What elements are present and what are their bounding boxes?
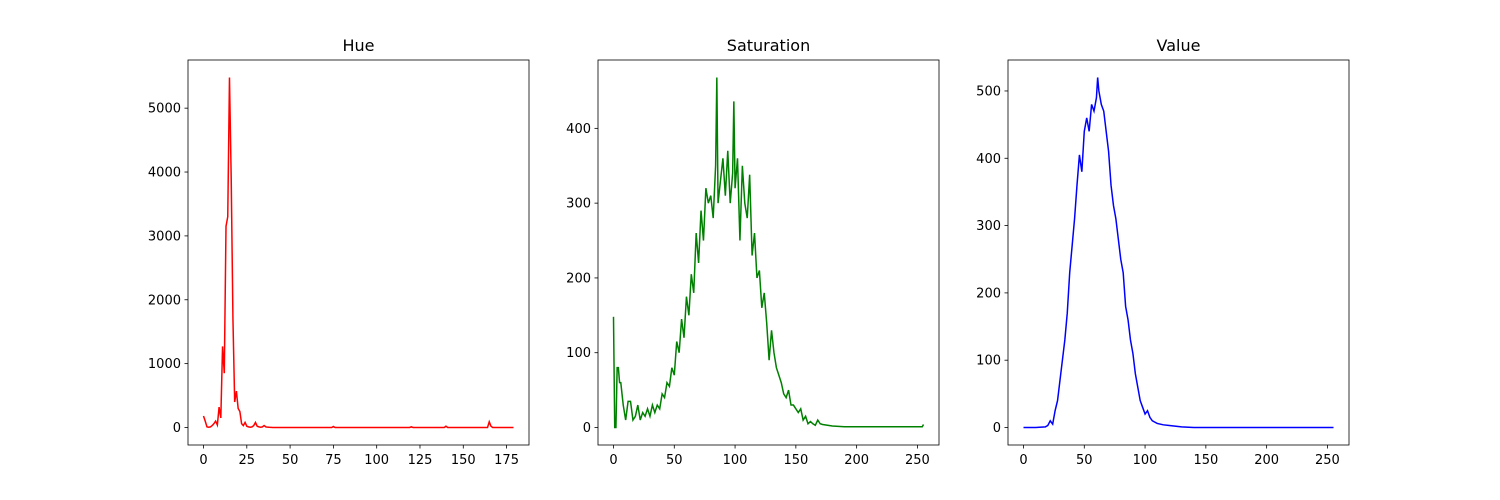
y-tick-label: 5000 [148, 102, 181, 117]
axes-frame [187, 59, 530, 446]
y-tick-label: 500 [976, 84, 1001, 99]
x-tick-label: 50 [666, 453, 683, 468]
subplot-title: Saturation [727, 36, 810, 55]
y-tick-label: 1000 [148, 357, 181, 372]
subplot-title: Hue [342, 36, 374, 55]
x-tick-label: 200 [844, 453, 869, 468]
x-tick-label: 175 [494, 453, 519, 468]
y-tick-label: 200 [976, 286, 1001, 301]
x-tick-label: 125 [408, 453, 433, 468]
y-tick-label: 300 [976, 219, 1001, 234]
x-tick-label: 100 [1133, 453, 1158, 468]
y-tick-label: 3000 [148, 229, 181, 244]
data-line [612, 77, 925, 429]
x-tick-label: 75 [325, 453, 342, 468]
data-line [202, 77, 514, 429]
y-tick-label: 200 [566, 271, 591, 286]
x-tick-label: 25 [239, 453, 256, 468]
y-tick-label: 2000 [148, 293, 181, 308]
x-tick-label: 250 [905, 453, 930, 468]
x-tick-label: 200 [1254, 453, 1279, 468]
x-tick-label: 100 [364, 453, 389, 468]
y-tick-label: 400 [976, 152, 1001, 167]
x-tick-label: 150 [783, 453, 808, 468]
x-tick-label: 0 [609, 453, 617, 468]
y-tick-label: 0 [993, 421, 1001, 436]
y-tick-label: 100 [976, 354, 1001, 369]
x-tick-label: 0 [199, 453, 207, 468]
y-tick-label: 100 [566, 346, 591, 361]
y-tick-label: 400 [566, 122, 591, 137]
y-tick-label: 0 [583, 421, 591, 436]
y-tick-label: 300 [566, 197, 591, 212]
x-tick-label: 250 [1315, 453, 1340, 468]
y-tick-label: 0 [173, 421, 181, 436]
x-tick-label: 50 [1076, 453, 1093, 468]
x-tick-label: 150 [451, 453, 476, 468]
axes-frame [1007, 59, 1350, 446]
x-tick-label: 100 [723, 453, 748, 468]
x-tick-label: 50 [282, 453, 299, 468]
y-tick-label: 4000 [148, 166, 181, 181]
data-line [1023, 77, 1334, 429]
subplot-title: Value [1157, 36, 1201, 55]
x-tick-label: 0 [1019, 453, 1027, 468]
axes-frame [597, 59, 940, 446]
x-tick-label: 150 [1193, 453, 1218, 468]
